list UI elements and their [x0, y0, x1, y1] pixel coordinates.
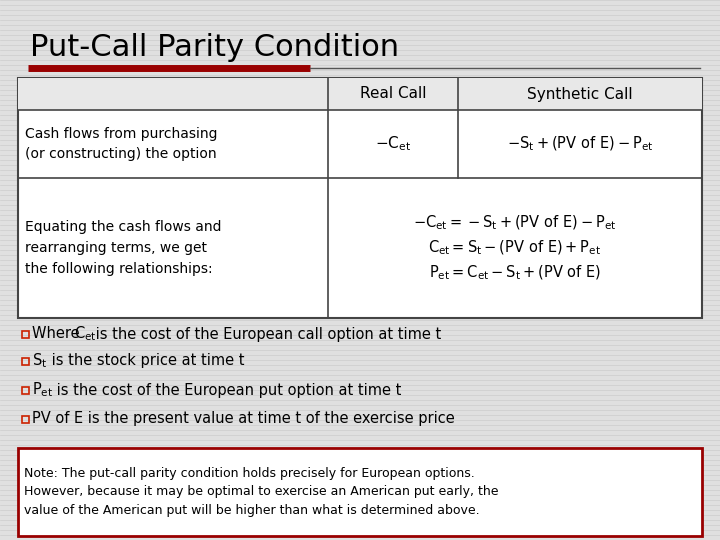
Text: Put-Call Parity Condition: Put-Call Parity Condition	[30, 33, 399, 63]
Text: $\mathsf{-C_{et}=-S_t + (PV\ of\ E) - P_{et}}$: $\mathsf{-C_{et}=-S_t + (PV\ of\ E) - P_…	[413, 214, 616, 232]
Text: $\mathsf{-S_t + (PV\ of\ E) - P_{et}}$: $\mathsf{-S_t + (PV\ of\ E) - P_{et}}$	[507, 135, 653, 153]
Text: is the stock price at time t: is the stock price at time t	[47, 354, 245, 368]
Text: $\mathsf{P_{et}}$: $\mathsf{P_{et}}$	[32, 381, 53, 400]
Text: PV of E is the present value at time t of the exercise price: PV of E is the present value at time t o…	[32, 411, 455, 427]
Text: $\mathsf{C_{et}=S_t - (PV\ of\ E) + P_{et}}$: $\mathsf{C_{et}=S_t - (PV\ of\ E) + P_{e…	[428, 239, 601, 257]
Text: $\mathsf{P_{et} = C_{et}-S_t + (PV\ of\ E)}$: $\mathsf{P_{et} = C_{et}-S_t + (PV\ of\ …	[429, 264, 601, 282]
Text: is the cost of the European put option at time t: is the cost of the European put option a…	[52, 382, 401, 397]
Text: is the cost of the European call option at time t: is the cost of the European call option …	[91, 327, 441, 341]
Text: Note: The put-call parity condition holds precisely for European options.
Howeve: Note: The put-call parity condition hold…	[24, 467, 498, 517]
Text: $\mathsf{S_t}$: $\mathsf{S_t}$	[32, 352, 48, 370]
Bar	[22, 387, 29, 394]
Text: Equating the cash flows and
rearranging terms, we get
the following relationship: Equating the cash flows and rearranging …	[25, 220, 222, 275]
Bar	[18, 78, 702, 110]
Text: Cash flows from purchasing
(or constructing) the option: Cash flows from purchasing (or construct…	[25, 127, 217, 161]
Bar	[22, 330, 29, 338]
Text: $\mathsf{-C_{et}}$: $\mathsf{-C_{et}}$	[375, 134, 411, 153]
Text: Real Call: Real Call	[360, 86, 426, 102]
Bar	[18, 78, 702, 318]
Bar	[18, 448, 702, 536]
Bar	[22, 357, 29, 364]
Text: $\mathsf{C_{et}}$: $\mathsf{C_{et}}$	[74, 325, 96, 343]
Text: Where: Where	[32, 327, 84, 341]
Bar	[22, 415, 29, 422]
Text: Synthetic Call: Synthetic Call	[527, 86, 633, 102]
